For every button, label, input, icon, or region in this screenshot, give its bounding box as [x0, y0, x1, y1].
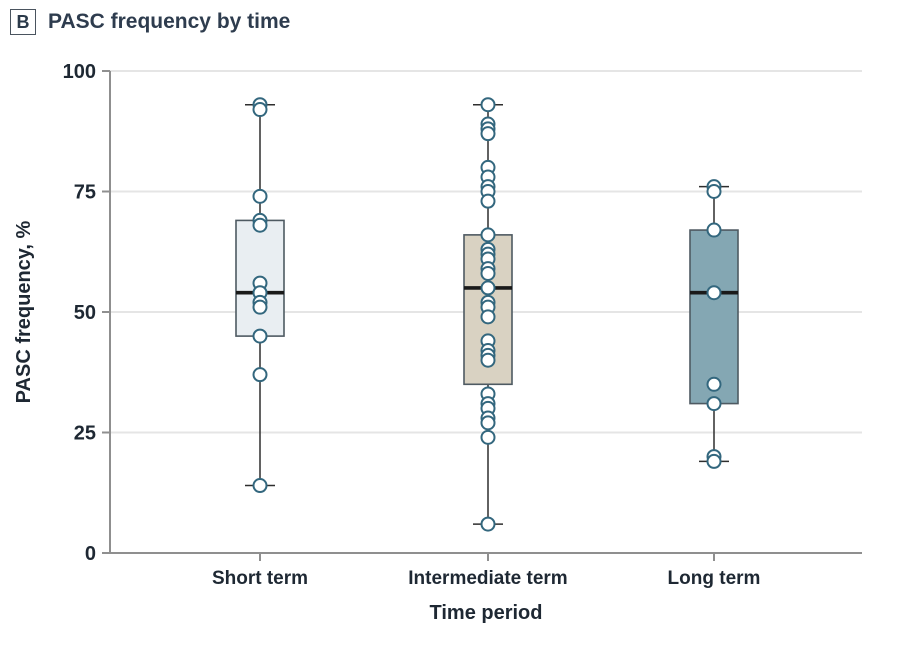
data-point-intermediate-term [480, 193, 496, 209]
data-point-short-term [252, 188, 268, 204]
data-point-intermediate-term [480, 309, 496, 325]
data-point-intermediate-term [480, 97, 496, 113]
y-tick-label-75: 75 [74, 182, 96, 204]
data-point-intermediate-term [480, 429, 496, 445]
panel-label: B [16, 11, 30, 32]
data-point-intermediate-term [480, 126, 496, 142]
data-point-long-term [706, 184, 722, 199]
data-point-short-term [252, 367, 268, 383]
y-tick-label-50: 50 [74, 302, 96, 324]
data-point-intermediate-term [480, 280, 496, 296]
data-point-intermediate-term [480, 227, 496, 243]
data-point-long-term [706, 396, 722, 412]
panel-label-badge: B [10, 9, 36, 35]
chart-title: PASC frequency by time [48, 10, 291, 33]
x-tick-label-long-term: Long term [668, 568, 761, 589]
data-point-short-term [252, 478, 268, 494]
data-point-short-term [252, 217, 268, 233]
data-point-intermediate-term [480, 415, 496, 431]
data-point-long-term [706, 222, 722, 238]
y-tick-label-100: 100 [63, 61, 96, 83]
x-tick-label-short-term: Short term [212, 568, 308, 589]
data-point-long-term [706, 376, 722, 392]
x-tick-label-intermediate-term: Intermediate term [408, 568, 567, 589]
data-point-intermediate-term [480, 352, 496, 368]
data-point-short-term [252, 102, 268, 118]
data-point-short-term [252, 328, 268, 344]
y-tick-label-25: 25 [74, 423, 96, 445]
y-tick-label-0: 0 [85, 543, 96, 565]
boxplot-chart: 0 25 50 75 100 Short term Intermediate term Lon… [13, 61, 862, 624]
data-point-short-term [252, 299, 268, 315]
data-point-long-term [706, 285, 722, 301]
panel-header: B PASC frequency by time [10, 9, 290, 35]
y-axis-title: PASC frequency, % [13, 220, 35, 403]
data-point-intermediate-term [480, 265, 496, 281]
data-point-intermediate-term [480, 516, 496, 532]
data-point-long-term [706, 453, 722, 469]
x-axis-title: Time period [430, 602, 543, 624]
